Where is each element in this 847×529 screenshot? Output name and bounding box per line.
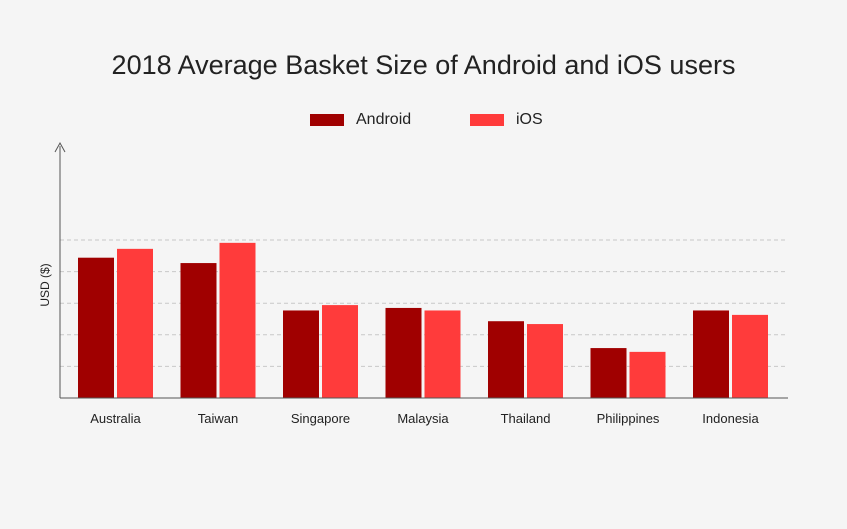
x-tick-label: Taiwan [198,411,238,426]
legend-label-android: Android [356,111,412,128]
axes: USD ($) [38,141,788,399]
grid-lines [60,239,788,367]
legend-item-ios: iOS [470,110,543,130]
legend-swatch-android [310,114,344,126]
x-tick-label: Philippines [597,411,660,426]
bar-ios-philippines [629,351,666,398]
bar-android-philippines [590,348,627,398]
bars [78,242,768,398]
y-axis-arrow-icon [54,141,66,153]
bar-android-thailand [488,321,524,398]
x-tick-label: Indonesia [702,411,759,426]
bar-android-singapore [283,310,319,398]
bar-android-indonesia [693,310,729,398]
bar-android-taiwan [180,263,217,398]
x-tick-label: Singapore [291,411,350,426]
legend-label-ios: iOS [516,111,543,128]
bar-ios-malaysia [424,310,461,398]
bar-ios-taiwan [219,242,256,398]
bar-ios-indonesia [732,314,768,398]
bar-android-australia [78,257,114,398]
x-tick-labels: Australia Taiwan Singapore Malaysia Thailand… [90,411,759,426]
x-tick-label: Australia [90,411,141,426]
legend-item-android: Android [310,110,411,130]
bar-android-malaysia [385,307,422,398]
legend-swatch-ios [470,114,504,126]
chart-title: 2018 Average Basket Size of Android and … [111,50,736,80]
x-tick-label: Thailand [501,411,551,426]
bar-ios-singapore [322,305,358,398]
y-axis-label: USD ($) [38,263,52,306]
x-tick-label: Malaysia [397,411,449,426]
bar-ios-thailand [527,324,563,398]
bar-ios-australia [117,248,153,398]
